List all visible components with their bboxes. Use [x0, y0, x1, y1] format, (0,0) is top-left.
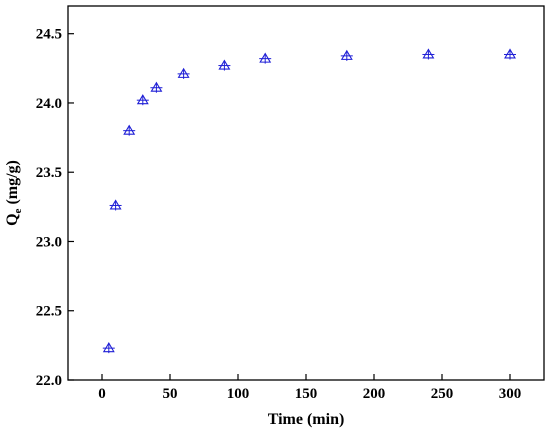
y-axis-title-unit: (mg/g)	[4, 160, 21, 208]
y-tick-label: 24.0	[36, 96, 62, 112]
y-tick-label: 23.5	[36, 165, 62, 181]
x-tick-label: 200	[363, 386, 386, 402]
x-tick-label: 100	[227, 386, 250, 402]
data-points	[102, 48, 516, 354]
x-axis-ticks: 0 50 100 150 200 250 300	[98, 374, 521, 402]
y-tick-label: 22.5	[36, 304, 62, 320]
x-tick-label: 150	[295, 386, 318, 402]
x-axis-title: Time (min)	[268, 411, 345, 428]
y-tick-label: 23.0	[36, 234, 62, 250]
data-point	[123, 124, 136, 136]
data-point	[422, 48, 435, 60]
y-axis-title-subscript: e	[12, 208, 24, 213]
y-axis-title-main: Q	[4, 213, 21, 225]
y-tick-label: 22.0	[36, 373, 62, 389]
x-tick-label: 0	[98, 386, 106, 402]
data-point	[177, 67, 190, 79]
x-tick-label: 50	[163, 386, 178, 402]
y-tick-label: 24.5	[36, 27, 62, 43]
data-point	[102, 342, 115, 354]
data-point	[340, 49, 353, 61]
plot-frame	[67, 5, 545, 381]
data-point	[150, 81, 163, 93]
data-point	[109, 199, 122, 211]
x-tick-label: 250	[431, 386, 454, 402]
data-point	[218, 59, 231, 71]
y-axis-title: Qe (mg/g)	[4, 160, 24, 226]
data-point	[259, 52, 272, 64]
data-point	[136, 94, 149, 106]
x-tick-label: 300	[499, 386, 522, 402]
y-axis-ticks: 22.0 22.5 23.0 23.5 24.0 24.5	[36, 27, 74, 389]
data-point	[504, 48, 516, 60]
